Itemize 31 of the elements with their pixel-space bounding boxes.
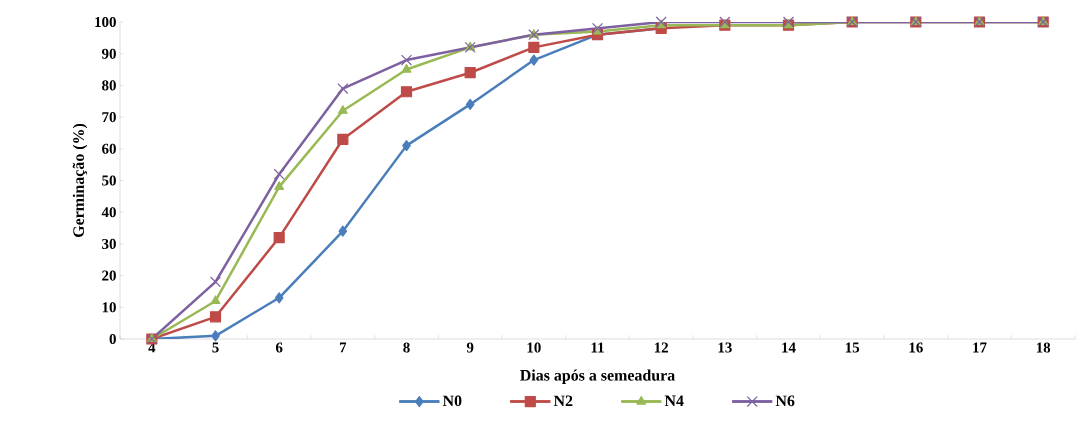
y-tick-label: 40 <box>101 207 116 218</box>
y-tick-label: 10 <box>102 302 116 313</box>
y-tick-label: 20 <box>102 270 116 281</box>
y-axis-title: Germinação (%) <box>72 123 88 238</box>
y-tick-label: 60 <box>102 143 116 154</box>
legend-label: N4 <box>664 395 684 407</box>
y-tick-label: 80 <box>102 80 116 91</box>
y-tick-label: 70 <box>102 112 116 123</box>
x-tick-label: 15 <box>845 342 860 353</box>
x-tick-label: 10 <box>527 342 541 353</box>
legend-label: N2 <box>553 395 573 407</box>
y-tick-label: 50 <box>102 175 116 186</box>
y-tick-label: 30 <box>102 238 116 249</box>
x-tick-label: 16 <box>909 342 923 353</box>
x-tick-label: 12 <box>654 342 668 353</box>
x-tick-label: 14 <box>782 342 796 353</box>
x-tick-label: 5 <box>212 342 219 353</box>
y-tick-label: 0 <box>109 333 116 345</box>
x-axis-title: Dias após a semeadura <box>520 369 675 384</box>
x-tick-label: 11 <box>591 342 604 353</box>
y-tick-label: 100 <box>95 16 116 28</box>
legend-label: N0 <box>442 395 462 407</box>
x-tick-label: 18 <box>1036 342 1051 353</box>
x-tick-label: 6 <box>275 342 283 353</box>
x-tick-label: 9 <box>466 342 474 353</box>
y-tick-label: 90 <box>101 48 116 59</box>
x-tick-label: 8 <box>403 342 410 353</box>
legend-label: N6 <box>775 395 795 407</box>
x-tick-label: 17 <box>973 342 987 353</box>
x-tick-label: 13 <box>718 342 732 353</box>
x-tick-label: 7 <box>339 342 347 353</box>
